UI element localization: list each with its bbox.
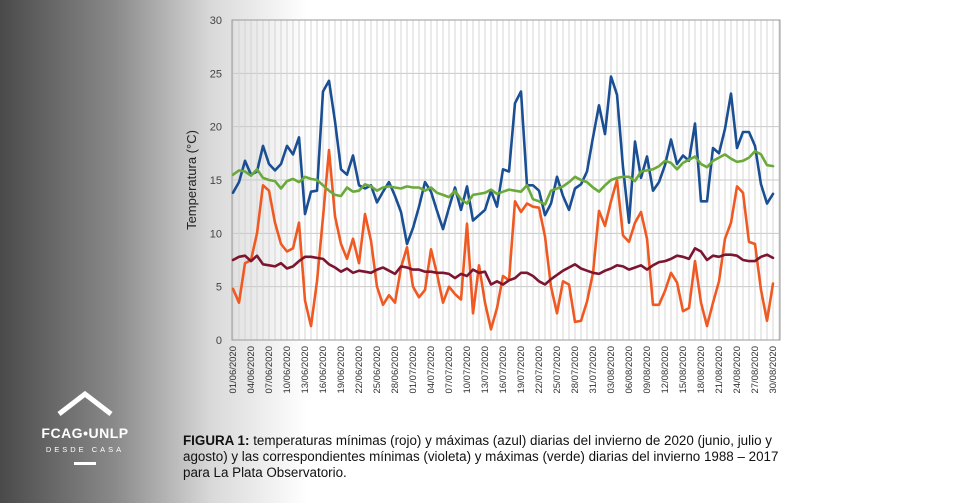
x-tick-label: 19/06/2020 [336, 346, 347, 394]
logo-underline [74, 462, 96, 465]
x-tick-label: 04/06/2020 [246, 346, 257, 394]
x-axis-ticks: 01/06/2020 04/06/2020 07/06/2020 10/06/2020… [228, 346, 779, 394]
x-tick-label: 13/07/2020 [480, 346, 491, 394]
x-tick-label: 07/06/2020 [264, 346, 275, 394]
logo-name: FCAG•UNLP [41, 425, 129, 441]
chart-series [231, 75, 775, 331]
x-tick-label: 10/06/2020 [282, 346, 293, 394]
x-tick-label: 16/07/2020 [498, 346, 509, 394]
y-tick-label: 25 [210, 68, 222, 80]
y-tick-label: 20 [210, 122, 222, 134]
x-tick-label: 15/08/2020 [678, 346, 689, 394]
x-tick-label: 16/06/2020 [318, 346, 329, 394]
house-roof-icon [57, 390, 113, 416]
x-tick-label: 06/08/2020 [624, 346, 635, 394]
series-line-3 [231, 247, 775, 286]
y-tick-label: 5 [216, 282, 222, 294]
x-tick-label: 22/07/2020 [534, 346, 545, 394]
x-tick-label: 30/08/2020 [768, 346, 779, 394]
x-tick-label: 01/07/2020 [408, 346, 419, 394]
x-tick-label: 24/08/2020 [732, 346, 743, 394]
x-tick-label: 22/06/2020 [354, 346, 365, 394]
x-tick-label: 25/06/2020 [372, 346, 383, 394]
x-tick-label: 09/08/2020 [642, 346, 653, 394]
y-tick-label: 15 [210, 175, 222, 187]
x-tick-label: 18/08/2020 [696, 346, 707, 394]
series-line-2 [231, 148, 775, 331]
x-tick-label: 19/07/2020 [516, 346, 527, 394]
x-tick-label: 07/07/2020 [444, 346, 455, 394]
x-tick-label: 21/08/2020 [714, 346, 725, 394]
x-tick-label: 01/06/2020 [228, 346, 239, 394]
temperature-chart: 0 5 10 15 20 25 30 01/06/2020 04/06/2020 07/06/2… [184, 15, 781, 394]
figure-caption: FIGURA 1: temperaturas mínimas (rojo) y … [183, 433, 803, 481]
plot-area-frame [231, 19, 781, 341]
x-tick-label: 10/07/2020 [462, 346, 473, 394]
x-tick-label: 31/07/2020 [588, 346, 599, 394]
x-tick-label: 28/07/2020 [570, 346, 581, 394]
x-tick-label: 03/08/2020 [606, 346, 617, 394]
y-tick-label: 10 [210, 228, 222, 240]
caption-text: temperaturas mínimas (rojo) y máximas (a… [183, 433, 779, 480]
y-tick-label: 0 [216, 335, 222, 347]
fcag-unlp-logo: FCAG•UNLP DESDE CASA [30, 388, 140, 465]
x-tick-label: 25/07/2020 [552, 346, 563, 394]
series-line-1 [231, 75, 775, 246]
x-tick-label: 04/07/2020 [426, 346, 437, 394]
x-tick-label: 28/06/2020 [390, 346, 401, 394]
caption-label: FIGURA 1: [183, 433, 250, 448]
series-line-4 [231, 149, 775, 206]
x-tick-label: 27/08/2020 [750, 346, 761, 394]
y-tick-label: 30 [210, 15, 222, 27]
y-axis-label: Temperatura (°C) [184, 130, 199, 230]
logo-subtitle: DESDE CASA [45, 445, 125, 454]
x-tick-label: 13/06/2020 [300, 346, 311, 394]
x-tick-label: 12/08/2020 [660, 346, 671, 394]
y-axis-ticks: 0 5 10 15 20 25 30 [210, 15, 222, 347]
